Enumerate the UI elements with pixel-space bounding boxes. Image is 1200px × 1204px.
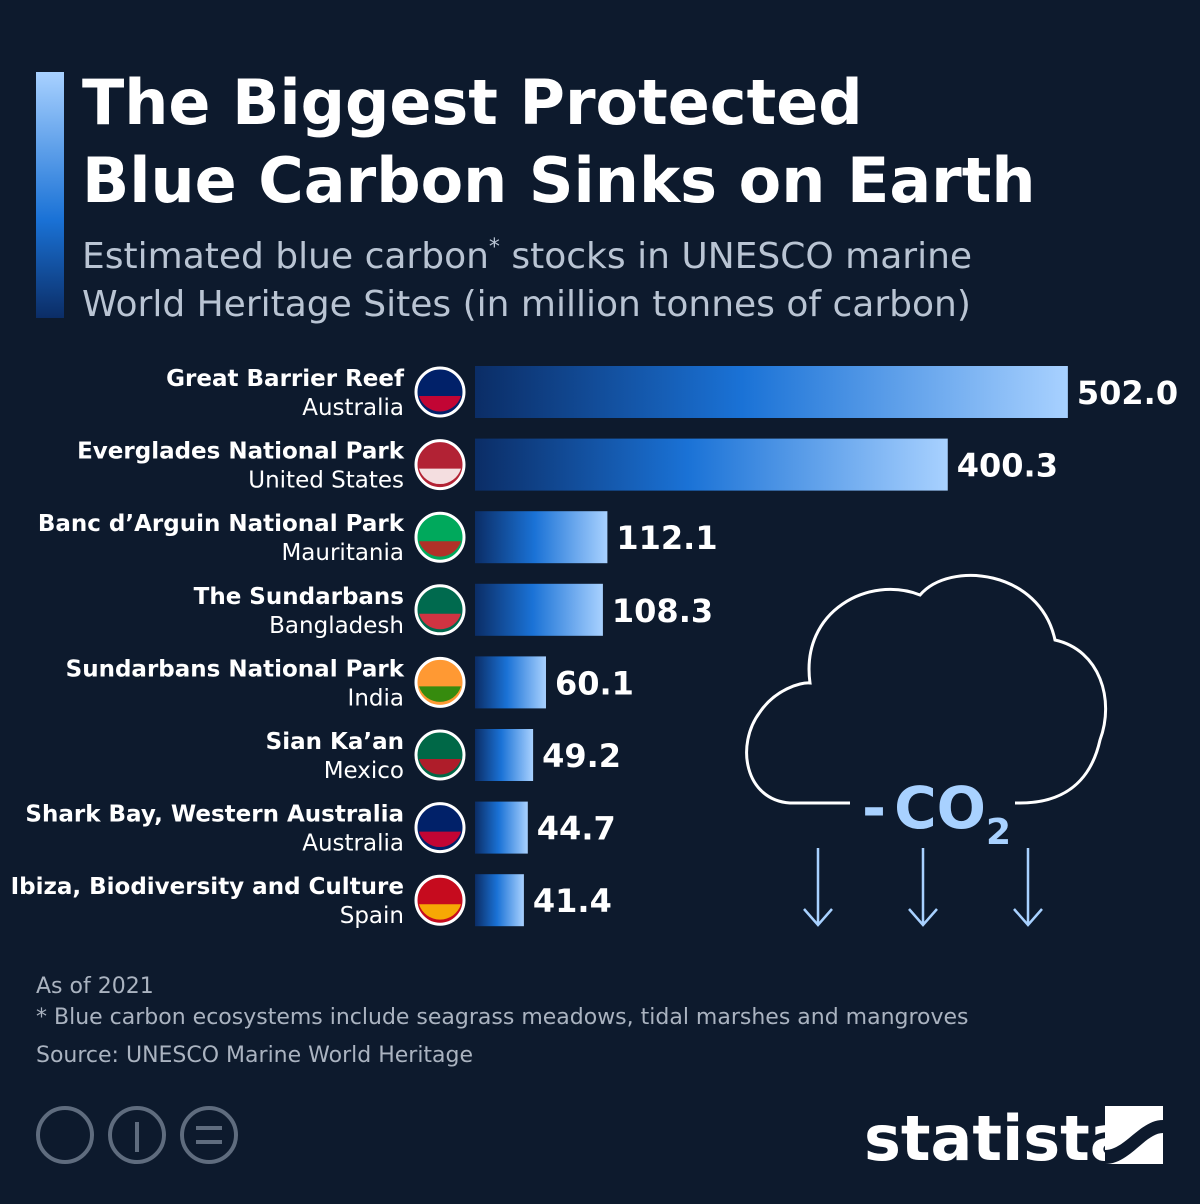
category-label: Banc d’Arguin National Park <box>38 511 405 537</box>
country-label: Australia <box>302 831 404 857</box>
arrow <box>908 848 938 927</box>
flag-detail <box>419 831 461 848</box>
brand-icon <box>1105 1106 1163 1164</box>
cloud-minus: - <box>862 774 886 842</box>
source: Source: UNESCO Marine World Heritage <box>36 1043 473 1068</box>
cc-icon <box>36 1106 94 1164</box>
subtitle-asterisk: * <box>489 235 500 260</box>
cloud-subscript: 2 <box>986 812 1011 853</box>
category-label: Shark Bay, Western Australia <box>25 802 404 828</box>
by-icon <box>108 1106 166 1164</box>
cloud-label: - CO2 <box>862 774 1011 853</box>
country-label: India <box>348 685 404 711</box>
brand-logo: statista <box>864 1102 1132 1175</box>
value-label: 41.4 <box>533 882 612 920</box>
category-label: Ibiza, Biodiversity and Culture <box>11 874 404 900</box>
chart-title: Blue Carbon Sinks on Earth <box>82 144 1036 217</box>
note: * Blue carbon ecosystems include seagras… <box>36 1005 969 1030</box>
cloud-co: CO <box>894 774 986 842</box>
country-label: Bangladesh <box>269 613 404 639</box>
bar <box>475 801 528 854</box>
country-label: Australia <box>302 395 404 421</box>
brand-icon-wave <box>1105 1120 1163 1164</box>
note: As of 2021 <box>36 974 154 999</box>
bar <box>475 729 534 781</box>
country-label: Mauritania <box>281 540 404 566</box>
category-label: Great Barrier Reef <box>166 366 405 392</box>
bar <box>475 511 608 564</box>
bar <box>475 874 524 927</box>
bar <box>475 583 603 636</box>
country-label: Mexico <box>324 758 404 784</box>
value-label: 112.1 <box>616 519 717 557</box>
arrow <box>803 848 833 927</box>
flag-detail <box>419 396 461 412</box>
subtitle-part: stocks in UNESCO marine <box>500 236 972 277</box>
flag-detail <box>419 468 461 485</box>
value-label: 44.7 <box>537 810 616 848</box>
bar <box>475 366 1068 418</box>
value-label: 400.3 <box>957 447 1058 485</box>
license-icons <box>36 1106 238 1164</box>
cloud-outline <box>745 574 1108 805</box>
value-label: 502.0 <box>1077 374 1178 412</box>
category-label: Everglades National Park <box>77 439 405 465</box>
nd-icon <box>180 1106 238 1164</box>
value-label: 49.2 <box>542 737 621 775</box>
chart-subtitle: Estimated blue carbon* stocks in UNESCO … <box>82 235 972 277</box>
value-label: 108.3 <box>612 592 713 630</box>
chart-title: The Biggest Protected <box>82 66 863 139</box>
country-label: Spain <box>340 903 404 929</box>
flag-detail <box>419 686 461 702</box>
flag-detail <box>419 613 461 630</box>
title-accent <box>36 72 64 318</box>
bar <box>475 656 546 709</box>
category-label: Sundarbans National Park <box>66 656 405 682</box>
chart-subtitle: World Heritage Sites (in million tonnes … <box>82 284 971 325</box>
country-label: United States <box>248 468 404 494</box>
nd-mark <box>196 1126 222 1144</box>
category-label: The Sundarbans <box>194 584 404 610</box>
flag-detail <box>419 904 461 920</box>
value-label: 60.1 <box>555 664 634 702</box>
category-label: Sian Ka’an <box>266 729 404 755</box>
flag-detail <box>419 759 461 775</box>
bar <box>475 438 948 491</box>
arrows <box>803 848 1043 927</box>
subtitle-part: Estimated blue carbon <box>82 236 489 277</box>
cloud-illustration <box>745 574 1108 805</box>
flag-detail <box>419 541 461 557</box>
arrow <box>1013 848 1043 927</box>
